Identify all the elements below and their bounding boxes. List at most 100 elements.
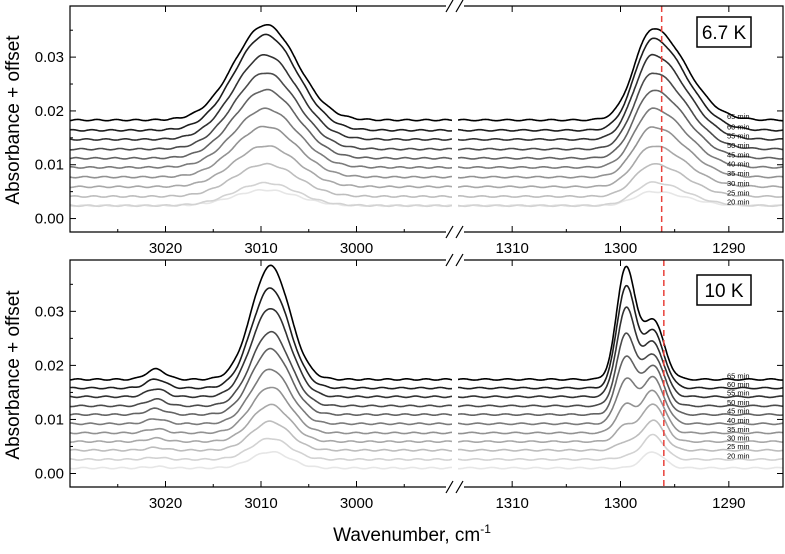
legend-label-top-40-min: 40 min — [727, 159, 750, 168]
spectrum-top-50-min-segment-1 — [70, 72, 452, 151]
spectrum-top-20-min-segment-1 — [70, 181, 452, 208]
spectrum-top-50-min-segment-2 — [458, 72, 783, 151]
spectrum-bottom-30-min-segment-1 — [70, 403, 452, 444]
axis-break-mark-a-bottom-1 — [445, 480, 454, 494]
axis-break-gap-bottom-1 — [446, 480, 464, 494]
spectrum-top-65-min-segment-1 — [70, 23, 452, 122]
y-axis-title-top: Absorbance + offset — [3, 35, 24, 205]
panel-bottom: 0.00 0.01 0.02 0.03 3020 3010 3000 1310 1300 1290… — [35, 253, 784, 512]
x-tick-label-bottom-0-2: 3000 — [340, 495, 373, 512]
y-tick-label-top-0: 0.00 — [35, 211, 64, 228]
axis-break-mark-a-top-1 — [445, 225, 454, 239]
x-tick-label-bottom-1-1: 1300 — [604, 495, 637, 512]
spectrum-top-25-min-segment-1 — [70, 162, 452, 198]
spectrum-top-45-min-segment-1 — [70, 88, 452, 160]
spectrum-bottom-50-min-segment-2 — [458, 332, 783, 408]
spectrum-bottom-60-min-segment-2 — [458, 284, 783, 390]
x-tick-label-top-1-0: 1310 — [495, 240, 528, 257]
spectrum-top-60-min-segment-2 — [458, 37, 783, 132]
legend-label-bottom-65-min: 65 min — [727, 371, 750, 380]
spectrum-bottom-25-min-segment-2 — [458, 419, 783, 452]
x-tick-label-top-0-1: 3010 — [244, 240, 277, 257]
legend-label-top-65-min: 65 min — [727, 112, 750, 121]
legend-label-bottom-35-min: 35 min — [727, 425, 750, 434]
spectrum-bottom-35-min-segment-2 — [458, 389, 783, 435]
spectrum-top-20-min-segment-2 — [458, 181, 783, 208]
spectrum-top-55-min-segment-1 — [70, 53, 452, 141]
legend-label-top-35-min: 35 min — [727, 169, 750, 178]
spectrum-bottom-65-min-segment-1 — [70, 264, 452, 381]
legend-label-top-45-min: 45 min — [727, 150, 750, 159]
x-tick-label-top-0-0: 3020 — [149, 240, 182, 257]
x-tick-label-bottom-0-0: 3020 — [149, 495, 182, 512]
axis-break-gap-top-1 — [446, 225, 464, 239]
legend-label-bottom-60-min: 60 min — [727, 380, 750, 389]
x-tick-label-top-1-2: 1290 — [712, 240, 745, 257]
legend-label-top-55-min: 55 min — [727, 131, 750, 140]
spectrum-top-40-min-segment-2 — [458, 107, 783, 169]
spectrum-bottom-20-min-segment-1 — [70, 437, 452, 461]
legend-label-top-25-min: 25 min — [727, 188, 750, 197]
spectrum-top-35-min-segment-2 — [458, 126, 783, 179]
spectrum-bottom-45-min-segment-2 — [458, 355, 783, 417]
y-tick-label-bottom-0: 0.00 — [35, 465, 64, 482]
y-tick-label-bottom-1: 0.01 — [35, 411, 64, 428]
x-axis-title-main: Wavenumber, cm — [333, 525, 480, 546]
axis-break-mark-a-bottom-0 — [445, 253, 454, 267]
legend-label-bottom-55-min: 55 min — [727, 389, 750, 398]
spectrum-bottom-55-min-segment-2 — [458, 306, 783, 399]
axis-break-mark-b-top-0 — [455, 0, 464, 13]
x-tick-label-bottom-0-1: 3010 — [244, 495, 277, 512]
legend-label-bottom-20-min: 20 min — [727, 451, 750, 460]
spectrum-bottom-50-min-segment-1 — [70, 330, 452, 408]
axis-break-mark-b-bottom-0 — [455, 253, 464, 267]
spectrum-top-30-min-segment-2 — [458, 145, 783, 189]
spectrum-bottom-30-min-segment-2 — [458, 403, 783, 444]
x-tick-label-top-0-2: 3000 — [340, 240, 373, 257]
legend-label-top-30-min: 30 min — [727, 179, 750, 188]
x-axis-title-sup: -1 — [480, 522, 491, 536]
spectrum-top-45-min-segment-2 — [458, 89, 783, 160]
x-tick-label-top-1-1: 1300 — [604, 240, 637, 257]
legend-label-bottom-50-min: 50 min — [727, 398, 750, 407]
temperature-label-bottom: 10 K — [704, 281, 743, 302]
axis-break-mark-a-top-0 — [445, 0, 454, 13]
legend-label-top-20-min: 20 min — [727, 198, 750, 207]
legend-label-top-60-min: 60 min — [727, 122, 750, 131]
spectrum-bottom-55-min-segment-1 — [70, 307, 452, 399]
axis-break-gap-bottom-0 — [446, 253, 464, 267]
spectrum-top-60-min-segment-1 — [70, 33, 452, 132]
spectrum-bottom-series-0-segment-1 — [70, 450, 452, 470]
axis-break-mark-b-bottom-1 — [455, 480, 464, 494]
axis-break-mark-b-top-1 — [455, 225, 464, 239]
spectrum-top-25-min-segment-2 — [458, 163, 783, 198]
spectrum-top-55-min-segment-2 — [458, 53, 783, 141]
temperature-box-bottom — [696, 274, 752, 306]
spectrum-bottom-60-min-segment-1 — [70, 287, 452, 390]
spectrum-bottom-25-min-segment-1 — [70, 420, 452, 452]
panel-top: 0.00 0.01 0.02 0.03 3020 3010 3000 1310 1300 1290… — [35, 0, 784, 257]
y-tick-label-top-3: 0.03 — [35, 49, 64, 66]
y-tick-label-top-1: 0.01 — [35, 157, 64, 174]
y-tick-label-bottom-3: 0.03 — [35, 303, 64, 320]
legend-label-bottom-40-min: 40 min — [727, 416, 750, 425]
spectrum-bottom-45-min-segment-1 — [70, 347, 452, 417]
axis-frame-left-top — [69, 5, 452, 233]
spectrum-top-65-min-segment-2 — [458, 28, 783, 122]
spectrum-bottom-20-min-segment-2 — [458, 433, 783, 461]
spectrum-bottom-35-min-segment-1 — [70, 386, 452, 435]
legend-label-bottom-45-min: 45 min — [727, 407, 750, 416]
spectrum-bottom-series-0-segment-2 — [458, 451, 783, 470]
spectrum-bottom-65-min-segment-2 — [458, 265, 783, 381]
y-tick-label-top-2: 0.02 — [35, 103, 64, 120]
spectrum-bottom-40-min-segment-1 — [70, 368, 452, 426]
x-tick-label-bottom-1-2: 1290 — [712, 495, 745, 512]
legend-label-bottom-30-min: 30 min — [727, 434, 750, 443]
spectrum-bottom-40-min-segment-2 — [458, 375, 783, 426]
legend-label-top-50-min: 50 min — [727, 141, 750, 150]
y-tick-label-bottom-2: 0.02 — [35, 357, 64, 374]
spectrum-top-35-min-segment-1 — [70, 125, 452, 179]
temperature-box-top — [696, 16, 752, 48]
